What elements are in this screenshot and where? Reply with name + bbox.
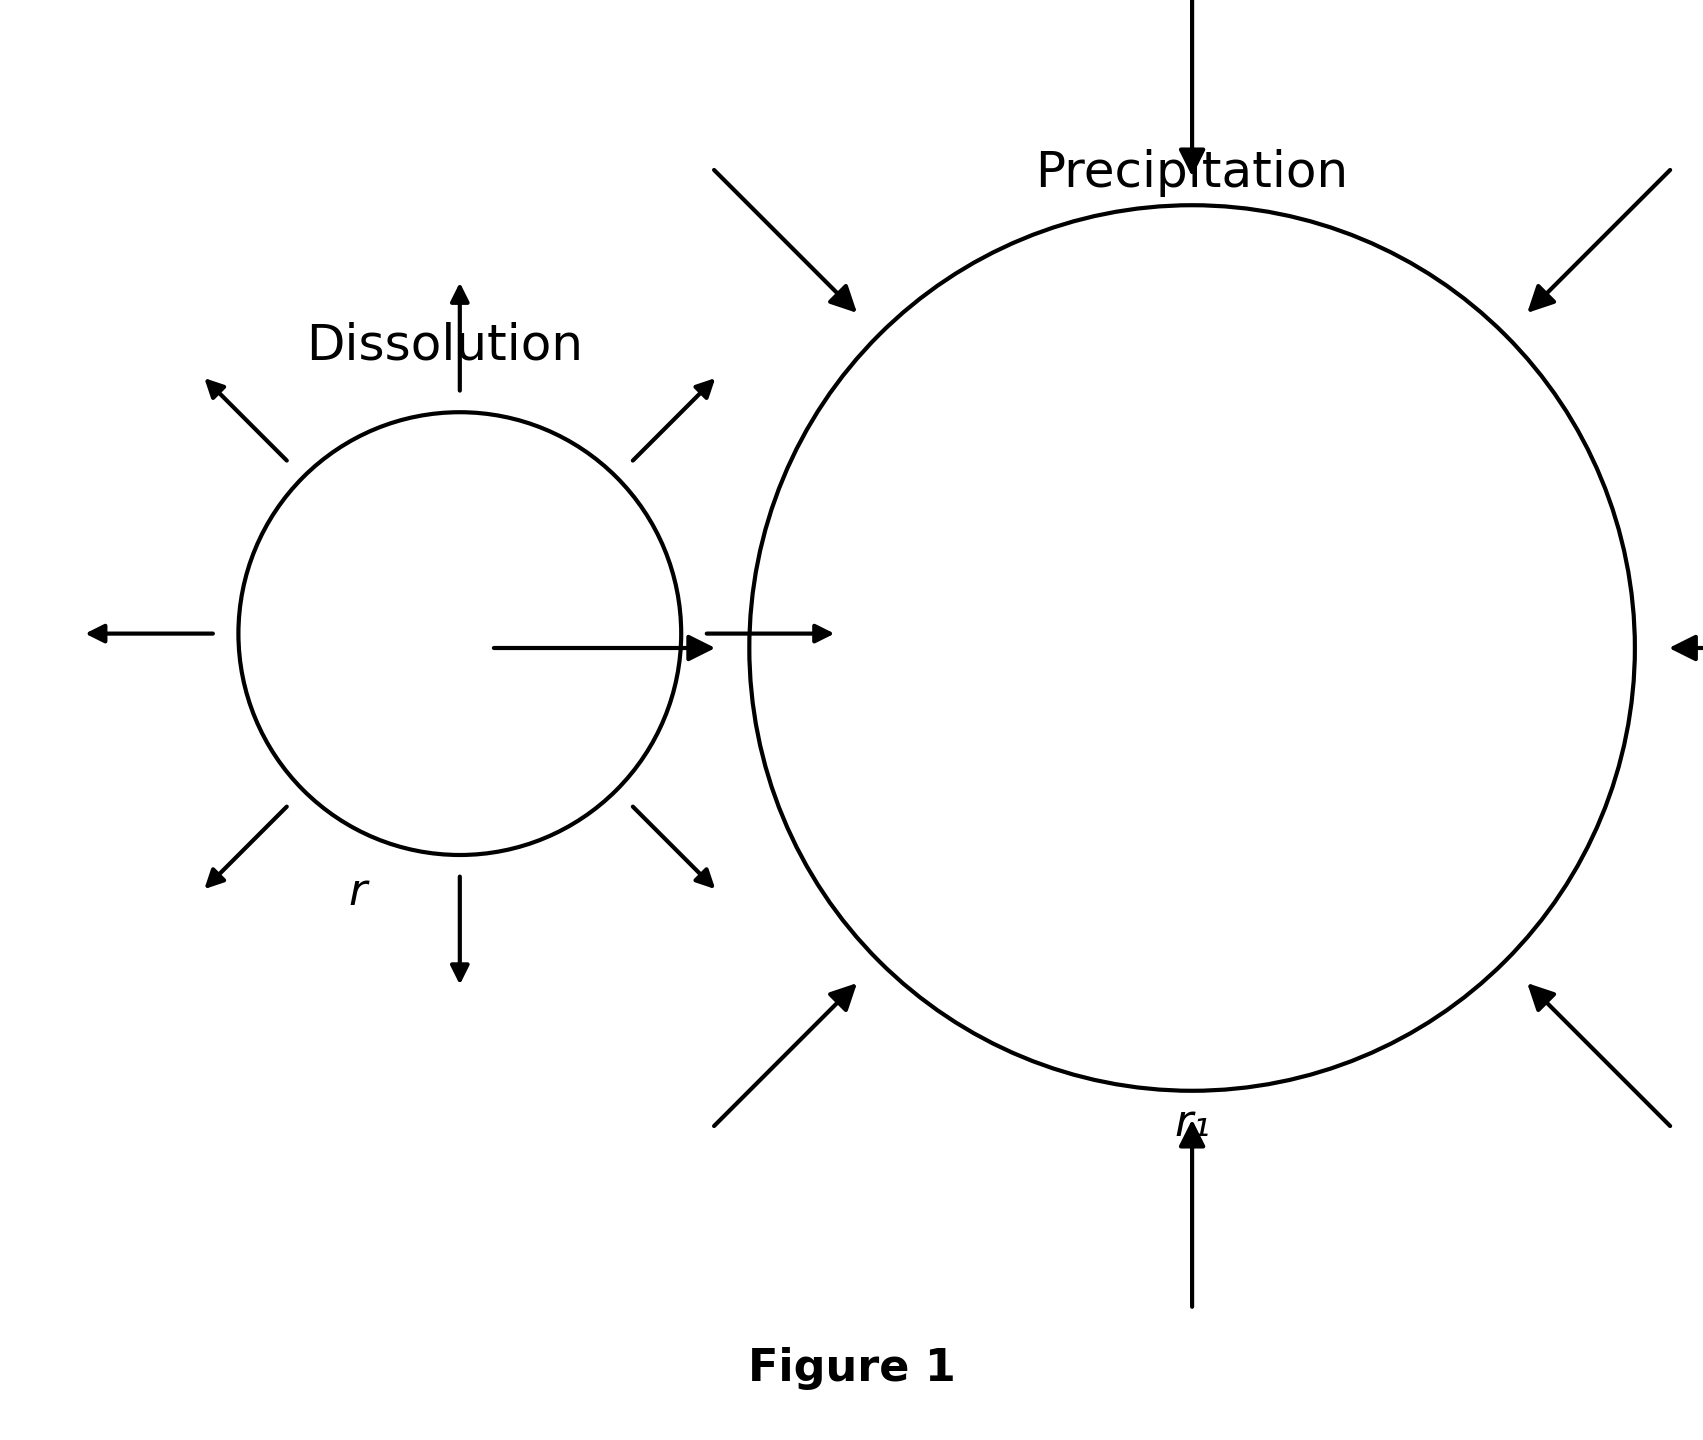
Text: r: r [349, 871, 366, 914]
Text: Figure 1: Figure 1 [748, 1346, 955, 1390]
Text: r₁: r₁ [1173, 1102, 1211, 1145]
Text: Dissolution: Dissolution [307, 321, 584, 370]
Text: Precipitation: Precipitation [1035, 148, 1349, 197]
